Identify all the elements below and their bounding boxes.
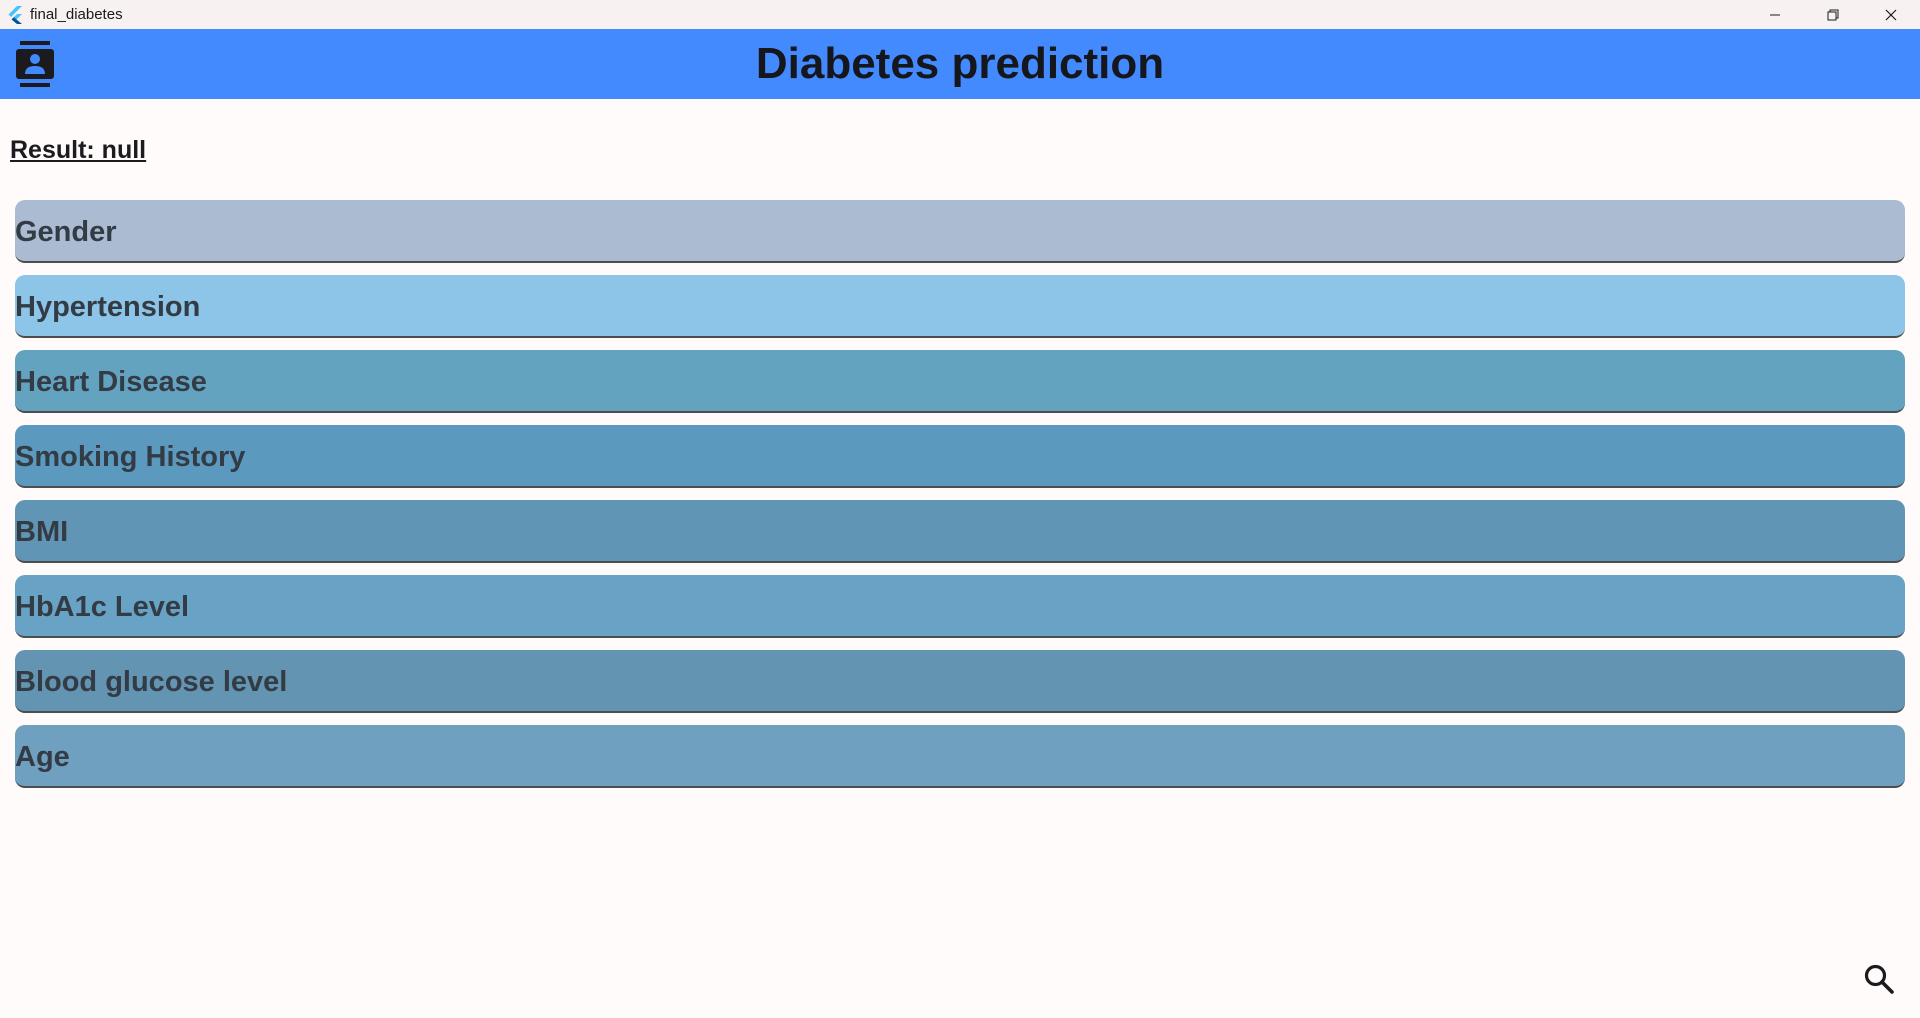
app-bar: Diabetes prediction bbox=[0, 29, 1920, 99]
blood-glucose-level-field[interactable]: Blood glucose level bbox=[15, 650, 1905, 713]
contacts-button[interactable] bbox=[14, 41, 56, 87]
hba1c-level-label: HbA1c Level bbox=[15, 591, 190, 623]
gender-field[interactable]: Gender bbox=[15, 200, 1905, 263]
minimize-icon bbox=[1770, 14, 1780, 15]
gender-label: Gender bbox=[15, 216, 117, 248]
smoking-history-field[interactable]: Smoking History bbox=[15, 425, 1905, 488]
heart-disease-label: Heart Disease bbox=[15, 366, 207, 398]
result-label: Result: null bbox=[10, 136, 147, 164]
search-icon bbox=[1864, 964, 1894, 994]
heart-disease-field[interactable]: Heart Disease bbox=[15, 350, 1905, 413]
bmi-field[interactable]: BMI bbox=[15, 500, 1905, 563]
window-titlebar: final_diabetes bbox=[0, 0, 1920, 29]
smoking-history-label: Smoking History bbox=[15, 441, 246, 473]
close-icon bbox=[1885, 9, 1897, 20]
close-button[interactable] bbox=[1862, 0, 1920, 29]
page-title: Diabetes prediction bbox=[755, 39, 1165, 88]
hypertension-label: Hypertension bbox=[15, 291, 201, 323]
blood-glucose-level-label: Blood glucose level bbox=[15, 666, 288, 698]
bmi-label: BMI bbox=[15, 516, 69, 548]
window-title: final_diabetes bbox=[30, 6, 123, 23]
input-field-list: Gender Hypertension Heart Disease Smokin… bbox=[15, 200, 1905, 800]
window-controls bbox=[1746, 0, 1920, 29]
search-button[interactable] bbox=[1858, 958, 1900, 1000]
age-label: Age bbox=[15, 741, 70, 773]
restore-button[interactable] bbox=[1804, 0, 1862, 29]
flutter-logo-icon bbox=[4, 4, 26, 26]
age-field[interactable]: Age bbox=[15, 725, 1905, 788]
hypertension-field[interactable]: Hypertension bbox=[15, 275, 1905, 338]
hba1c-level-field[interactable]: HbA1c Level bbox=[15, 575, 1905, 638]
contacts-icon bbox=[16, 41, 54, 87]
minimize-button[interactable] bbox=[1746, 0, 1804, 29]
restore-icon bbox=[1827, 9, 1839, 20]
